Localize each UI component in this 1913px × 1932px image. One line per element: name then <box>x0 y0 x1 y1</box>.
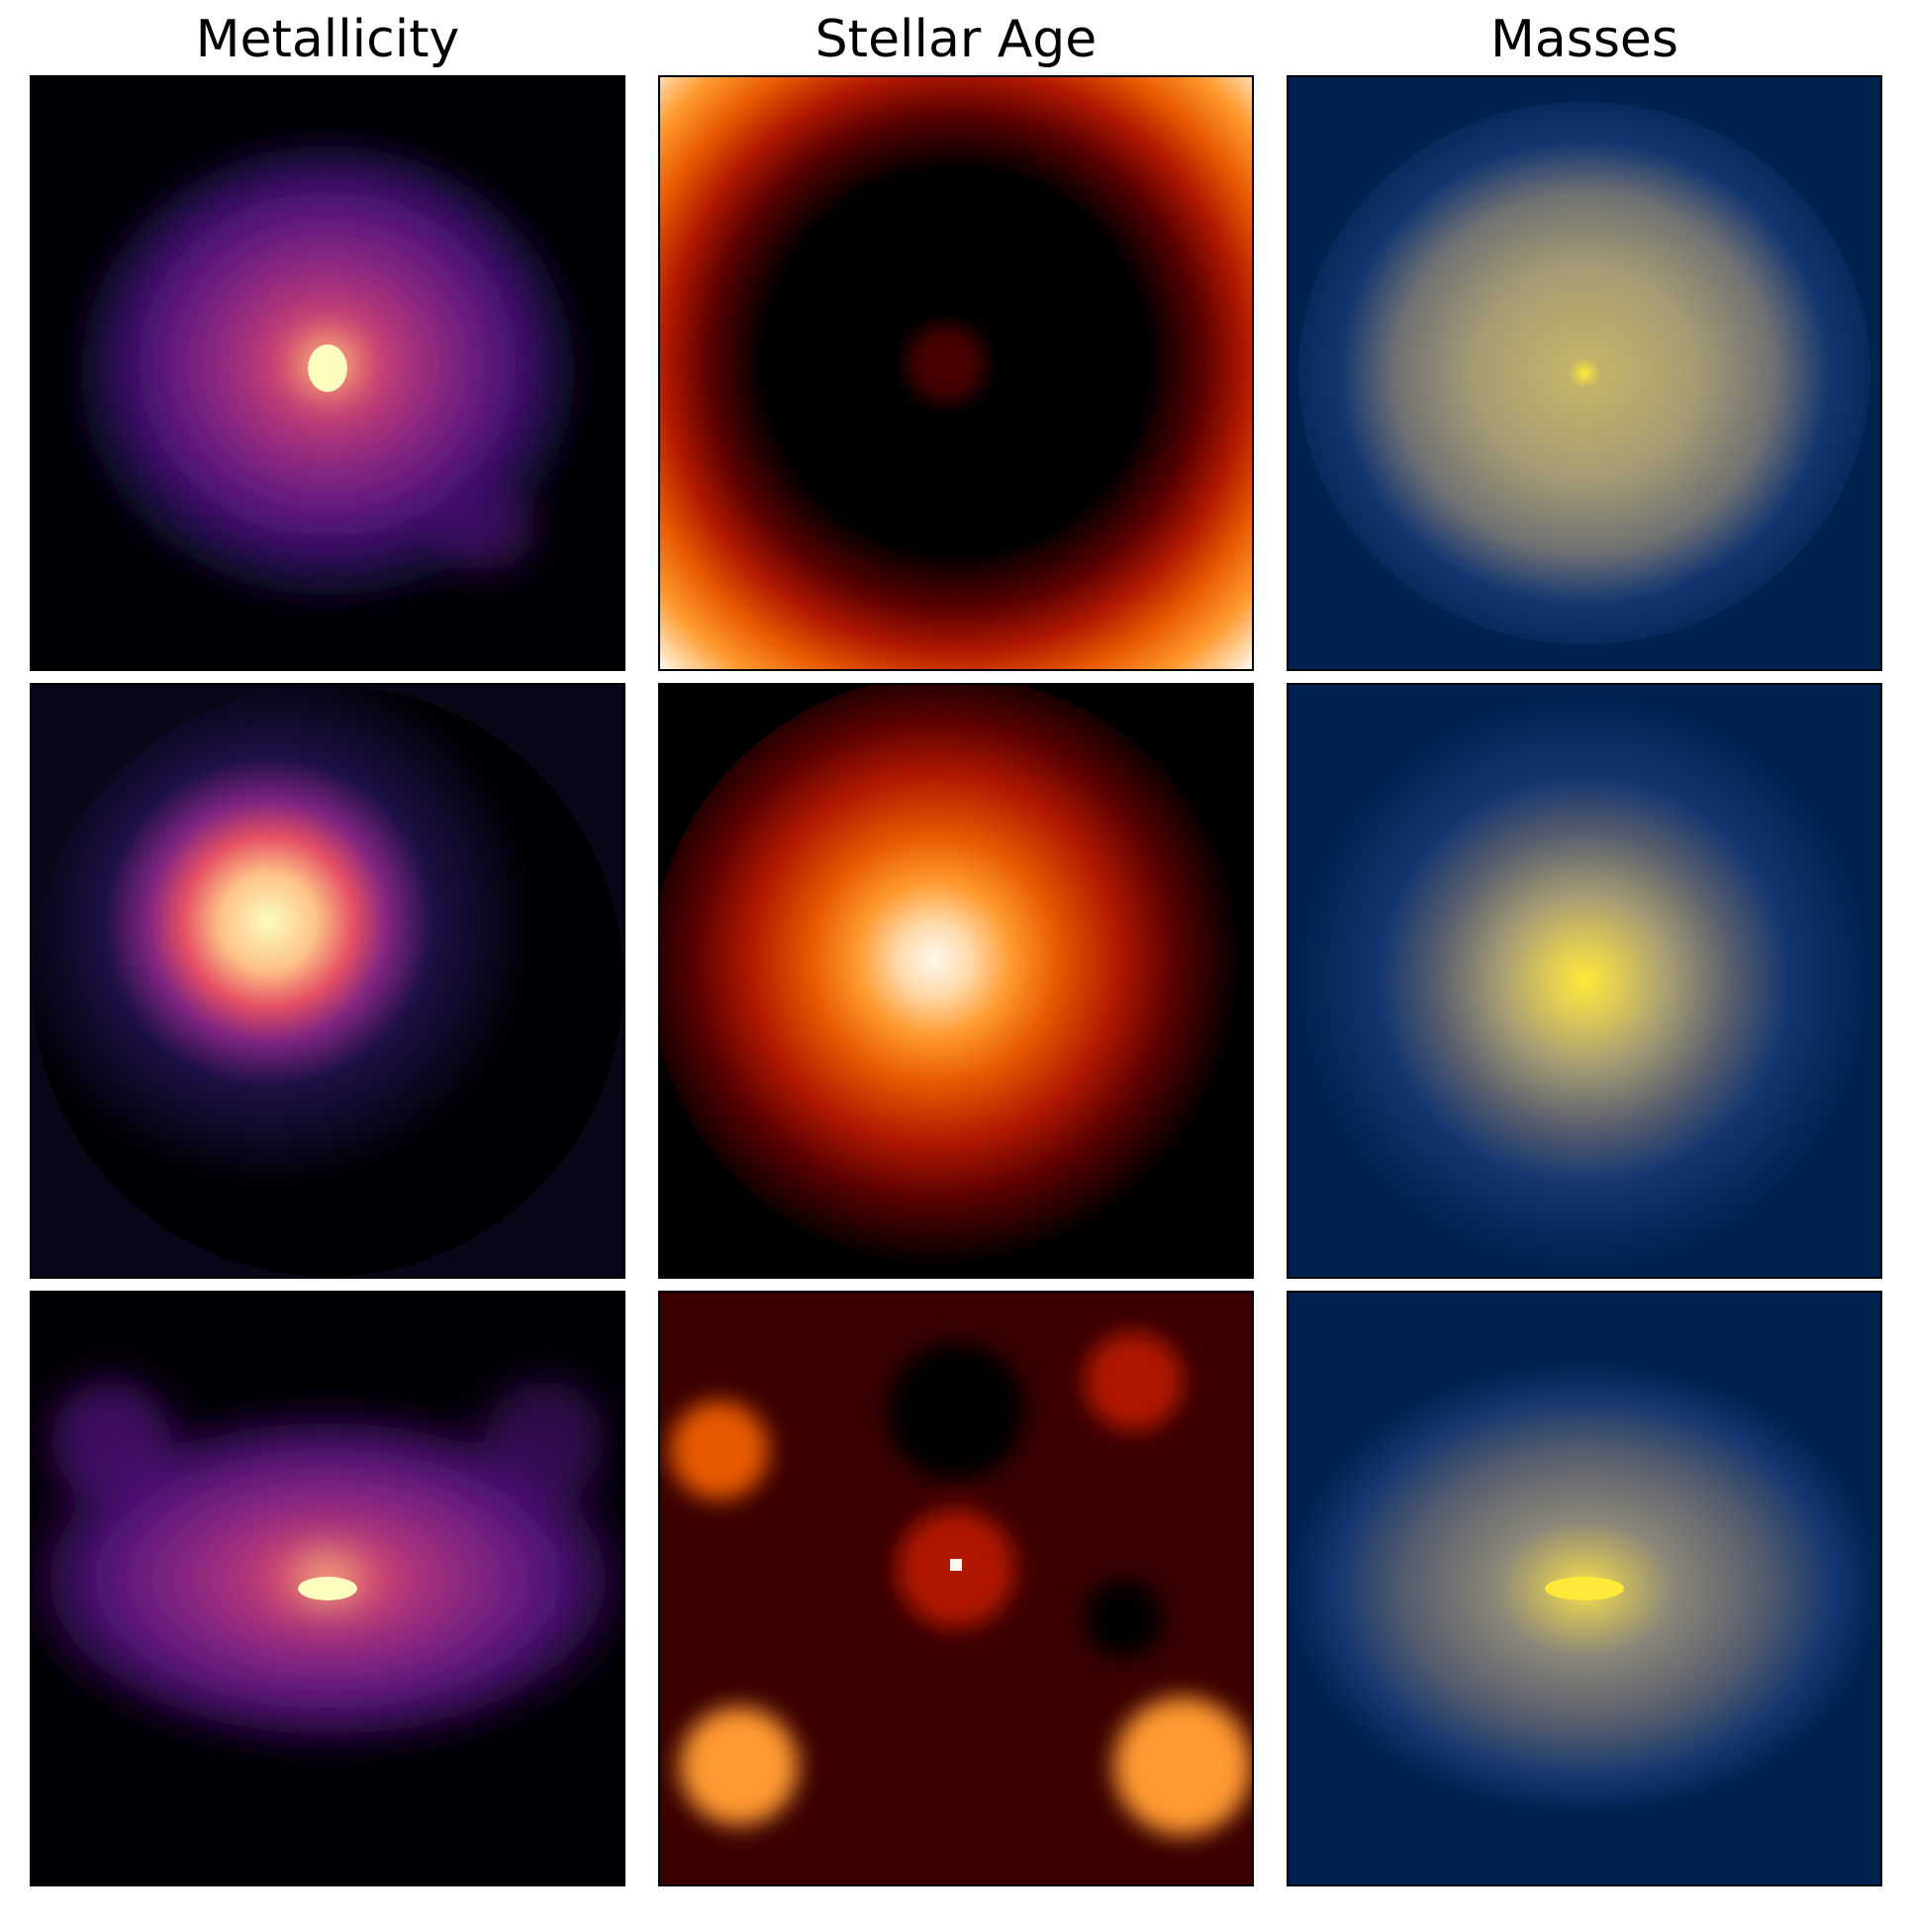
column-title-stellar-age: Stellar Age <box>814 10 1098 69</box>
metallicity-map-3 <box>32 1293 623 1884</box>
metallicity-map-2 <box>32 685 623 1277</box>
column-title-metallicity: Metallicity <box>195 10 460 69</box>
panel-stellar-age-1 <box>658 75 1254 671</box>
stellar-age-map-2 <box>660 685 1252 1277</box>
panel-masses-2 <box>1287 683 1882 1279</box>
panel-stellar-age-2 <box>658 683 1254 1279</box>
masses-map-3 <box>1289 1293 1880 1884</box>
panel-metallicity-2 <box>30 683 625 1279</box>
panel-metallicity-3 <box>30 1291 625 1886</box>
masses-map-1 <box>1289 77 1880 669</box>
panel-masses-3 <box>1287 1291 1882 1886</box>
column-title-masses: Masses <box>1490 10 1678 69</box>
stellar-age-map-3 <box>660 1293 1252 1884</box>
panel-stellar-age-3 <box>658 1291 1254 1886</box>
masses-map-2 <box>1289 685 1880 1277</box>
panel-masses-1 <box>1287 75 1882 671</box>
metallicity-map-1 <box>32 77 623 669</box>
panel-metallicity-1 <box>30 75 625 671</box>
stellar-age-map-1 <box>660 77 1252 669</box>
